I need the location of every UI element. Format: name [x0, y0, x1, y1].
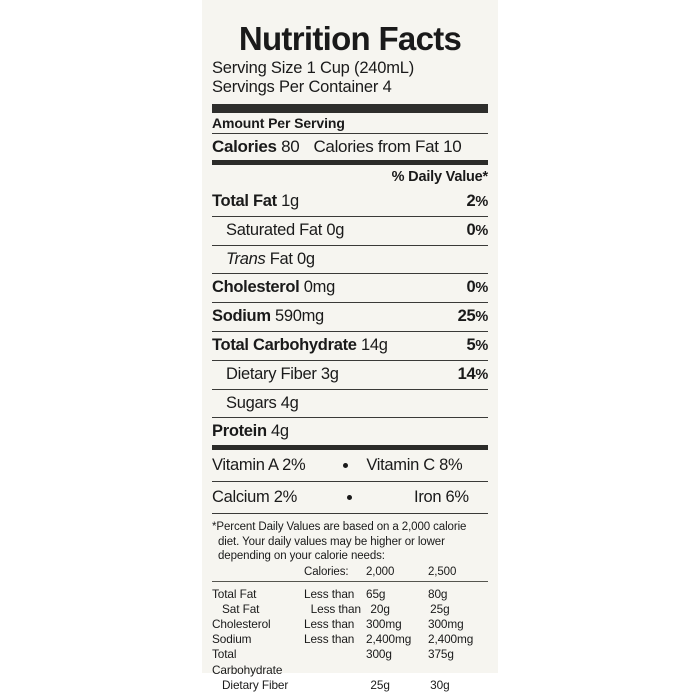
calories-label: Calories — [212, 137, 277, 156]
divider-hair-nutrient — [212, 245, 488, 246]
reference-value-2000: 65g — [366, 586, 386, 601]
nutrient-name: Total Fat 1g — [212, 192, 299, 210]
page-title: Nutrition Facts — [238, 20, 462, 57]
nutrient-row: Total Carbohydrate 14g 5% — [212, 332, 488, 360]
vitamin-right: Vitamin C 8% — [366, 456, 463, 474]
calories-value: 80 — [281, 137, 300, 156]
calories-from-fat: Calories from Fat 10 — [313, 137, 462, 156]
nutrient-row: Sugars 4g — [212, 390, 488, 417]
reference-table-row: Dietary Fiber 25g 30g — [212, 678, 488, 693]
footnote-line-2: diet. Your daily values may be higher or… — [218, 535, 445, 548]
nutrient-name: Total Carbohydrate 14g — [212, 336, 388, 354]
nutrient-daily-value: 5% — [466, 336, 489, 354]
reference-col-2500: 2,500 — [428, 565, 457, 578]
divider-hair-nutrient — [212, 360, 488, 361]
divider-hair-nutrient — [212, 302, 488, 303]
reference-value-2500: 80g — [428, 586, 448, 601]
nutrient-row: Trans Fat 0g — [212, 246, 488, 273]
divider-hair-footnote — [212, 513, 488, 514]
nutrient-daily-value: 0% — [466, 221, 489, 239]
reference-value-2000: 25g — [370, 677, 390, 692]
nutrient-list: Total Fat 1g 2% Saturated Fat 0g 0% Trans Fa… — [212, 188, 488, 450]
reference-value-2000: 300mg — [366, 616, 402, 631]
reference-nutrient: Dietary Fiber — [222, 677, 289, 692]
vitamin-list: Vitamin A 2% Vitamin C 8% Calcium 2% Iron 6… — [212, 450, 488, 513]
reference-nutrient: Sat Fat — [222, 601, 260, 616]
footnote-line-1: *Percent Daily Values are based on a 2,0… — [212, 521, 467, 533]
reference-nutrient: Sodium — [212, 632, 252, 647]
nutrient-row: Saturated Fat 0g 0% — [212, 217, 488, 245]
divider-hair-nutrient — [212, 331, 488, 332]
reference-qualifier: Less than — [310, 601, 361, 616]
calories-row: Calories 80 Calories from Fat 10 — [212, 134, 488, 160]
reference-table-row: Total Carbohydrate 300g 375g — [212, 647, 488, 677]
reference-nutrient: Total Fat — [212, 586, 257, 601]
serving-size: Serving Size 1 Cup (240mL) — [212, 59, 415, 77]
divider-hair-nutrient — [212, 273, 488, 274]
servings-per-container: Servings Per Container 4 — [212, 78, 392, 96]
reference-table-row: Sat Fat Less than 20g 25g — [212, 602, 488, 617]
divider-thick-calories — [212, 160, 488, 165]
divider-hair-nutrient — [212, 417, 488, 418]
divider-hair-amount — [212, 133, 488, 134]
nutrient-name: Dietary Fiber 3g — [226, 365, 339, 383]
vitamin-left: Vitamin A 2% — [212, 456, 306, 474]
nutrient-daily-value: 14% — [457, 365, 489, 383]
reference-value-2000: 20g — [370, 601, 390, 616]
serving-info: Serving Size 1 Cup (240mL) Servings Per … — [212, 59, 488, 104]
reference-value-2000: 300g — [366, 647, 392, 662]
daily-value-header: % Daily Value* — [391, 169, 489, 185]
reference-calories-label: Calories: — [304, 565, 349, 578]
reference-qualifier: Less than — [304, 586, 355, 601]
reference-value-2500: 2,400mg — [428, 632, 474, 647]
nutrient-name: Protein 4g — [212, 422, 289, 440]
reference-table: Total Fat Less than 65g 80g Sat Fat Less than… — [212, 582, 488, 693]
bullet-separator-icon — [347, 488, 353, 507]
reference-value-2500: 25g — [430, 601, 450, 616]
amount-per-serving-label: Amount Per Serving — [212, 115, 345, 131]
reference-qualifier — [311, 678, 371, 693]
nutrient-row: Cholesterol 0mg 0% — [212, 274, 488, 302]
reference-value-2000: 2,400mg — [366, 632, 412, 647]
vitamin-row: Calcium 2% Iron 6% — [212, 482, 488, 513]
footnote-line-3: depending on your calorie needs: — [218, 550, 385, 562]
nutrient-name: Sugars 4g — [226, 394, 299, 412]
reference-table-row: Total Fat Less than 65g 80g — [212, 587, 488, 602]
reference-qualifier — [304, 647, 366, 677]
nutrient-row: Protein 4g — [212, 418, 488, 445]
nutrient-daily-value: 2% — [466, 192, 489, 210]
divider-thick-top — [212, 104, 488, 113]
divider-hair-nutrient — [212, 389, 488, 390]
reference-table-header: Calories: 2,000 2,500 — [212, 564, 488, 581]
nutrient-name: Trans Fat 0g — [226, 250, 315, 268]
bullet-separator-icon — [343, 456, 349, 475]
reference-nutrient: Total Carbohydrate — [212, 647, 283, 677]
reference-value-2500: 375g — [428, 647, 454, 662]
nutrient-name: Cholesterol 0mg — [212, 278, 335, 296]
nutrient-name: Saturated Fat 0g — [226, 221, 345, 239]
divider-thick-protein — [212, 445, 488, 450]
reference-value-2500: 300mg — [428, 616, 464, 631]
nutrient-row: Dietary Fiber 3g 14% — [212, 361, 488, 389]
reference-col-2000: 2,000 — [366, 565, 395, 578]
reference-qualifier: Less than — [304, 632, 355, 647]
daily-value-footnote: *Percent Daily Values are based on a 2,0… — [212, 514, 488, 564]
divider-reference-table — [212, 580, 488, 582]
nutrient-row: Sodium 590mg 25% — [212, 303, 488, 331]
nutrient-row: Total Fat 1g 2% — [212, 188, 488, 216]
reference-nutrient: Cholesterol — [212, 616, 271, 631]
nutrient-daily-value: 0% — [466, 278, 489, 296]
vitamin-right: Iron 6% — [414, 488, 469, 506]
reference-table-row: Sodium Less than 2,400mg 2,400mg — [212, 632, 488, 647]
nutrient-name: Sodium 590mg — [212, 307, 324, 325]
vitamin-left: Calcium 2% — [212, 488, 298, 506]
nutrition-facts-panel: Nutrition Facts Serving Size 1 Cup (240m… — [202, 0, 498, 692]
nutrient-daily-value: 25% — [457, 307, 489, 325]
divider-hair-vitamin — [212, 481, 488, 482]
reference-value-2500: 30g — [430, 677, 450, 692]
divider-hair-nutrient — [212, 216, 488, 217]
reference-qualifier: Less than — [304, 616, 355, 631]
reference-table-row: Cholesterol Less than 300mg 300mg — [212, 617, 488, 632]
vitamin-row: Vitamin A 2% Vitamin C 8% — [212, 450, 488, 481]
